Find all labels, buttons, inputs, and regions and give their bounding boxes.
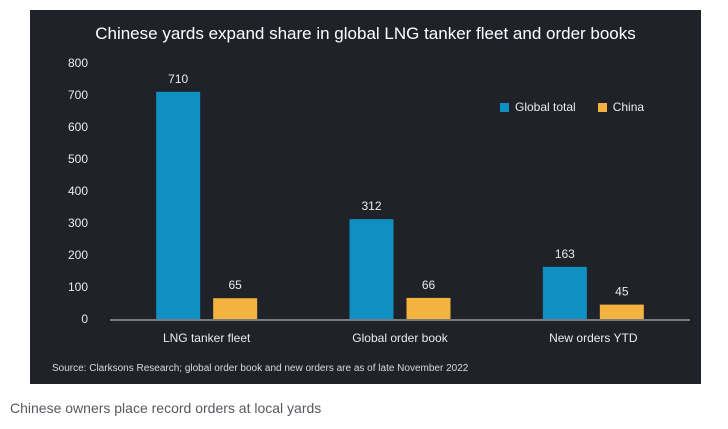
x-tick-label: LNG tanker fleet bbox=[163, 331, 251, 345]
data-label: 312 bbox=[361, 199, 381, 213]
legend-label-china: China bbox=[612, 100, 645, 114]
legend-swatch-china bbox=[597, 102, 607, 112]
y-tick-label: 400 bbox=[68, 184, 88, 198]
legend-item-global: Global total bbox=[500, 100, 576, 114]
chart-panel: Chinese yards expand share in global LNG… bbox=[30, 10, 701, 384]
data-label: 65 bbox=[228, 278, 242, 292]
y-tick-label: 0 bbox=[81, 312, 88, 326]
legend-item-china: China bbox=[597, 100, 645, 114]
bar-global-total bbox=[349, 219, 394, 319]
legend-label-global: Global total bbox=[515, 100, 576, 114]
data-label: 66 bbox=[422, 278, 436, 292]
y-tick-label: 800 bbox=[68, 56, 88, 70]
data-label: 45 bbox=[615, 285, 629, 299]
legend: Global total China bbox=[500, 100, 644, 114]
bar-china bbox=[213, 298, 258, 319]
legend-swatch-global bbox=[500, 102, 509, 112]
y-tick-label: 600 bbox=[68, 120, 88, 134]
y-tick-label: 300 bbox=[68, 216, 88, 230]
data-label: 710 bbox=[168, 72, 188, 86]
bar-global-total bbox=[542, 266, 587, 319]
x-tick-label: Global order book bbox=[352, 331, 448, 345]
bar-chart-plot: 0 100 200 300 400 500 600 700 800 710 65 LNG tanker… bbox=[68, 56, 690, 345]
x-tick-label: New orders YTD bbox=[549, 331, 638, 345]
bar-china bbox=[599, 304, 644, 319]
figure-caption: Chinese owners place record orders at lo… bbox=[10, 400, 322, 416]
y-tick-label: 500 bbox=[68, 152, 88, 166]
bar-china bbox=[406, 297, 451, 319]
source-note: Source: Clarksons Research; global order… bbox=[52, 363, 469, 374]
chart-title: Chinese yards expand share in global LNG… bbox=[95, 24, 636, 43]
data-label: 163 bbox=[555, 247, 575, 261]
bar-global-total bbox=[156, 91, 201, 319]
y-tick-label: 100 bbox=[68, 280, 88, 294]
y-tick-label: 200 bbox=[68, 248, 88, 262]
y-tick-label: 700 bbox=[68, 88, 88, 102]
